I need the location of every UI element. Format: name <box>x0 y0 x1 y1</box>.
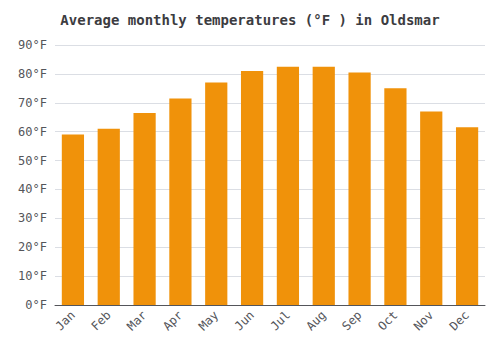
svg-text:Apr: Apr <box>160 308 185 333</box>
svg-text:50°F: 50°F <box>18 154 47 168</box>
svg-text:30°F: 30°F <box>18 211 47 225</box>
svg-text:20°F: 20°F <box>18 240 47 254</box>
svg-text:Jul: Jul <box>268 308 293 333</box>
svg-text:Average monthly temperatures (: Average monthly temperatures (°F ) in Ol… <box>60 12 439 28</box>
svg-text:Jan: Jan <box>53 308 78 333</box>
svg-text:Nov: Nov <box>411 308 436 333</box>
svg-text:Dec: Dec <box>447 308 472 333</box>
svg-text:0°F: 0°F <box>25 298 47 312</box>
svg-text:Aug: Aug <box>303 308 328 333</box>
svg-text:Jun: Jun <box>232 308 257 333</box>
svg-text:80°F: 80°F <box>18 67 47 81</box>
svg-text:Mar: Mar <box>124 308 149 333</box>
svg-text:40°F: 40°F <box>18 182 47 196</box>
svg-text:70°F: 70°F <box>18 96 47 110</box>
svg-text:May: May <box>196 308 221 333</box>
svg-text:60°F: 60°F <box>18 125 47 139</box>
svg-text:Feb: Feb <box>88 308 113 333</box>
svg-text:90°F: 90°F <box>18 38 47 52</box>
svg-text:Sep: Sep <box>339 308 364 333</box>
svg-text:10°F: 10°F <box>18 269 47 283</box>
svg-text:Oct: Oct <box>375 308 400 333</box>
